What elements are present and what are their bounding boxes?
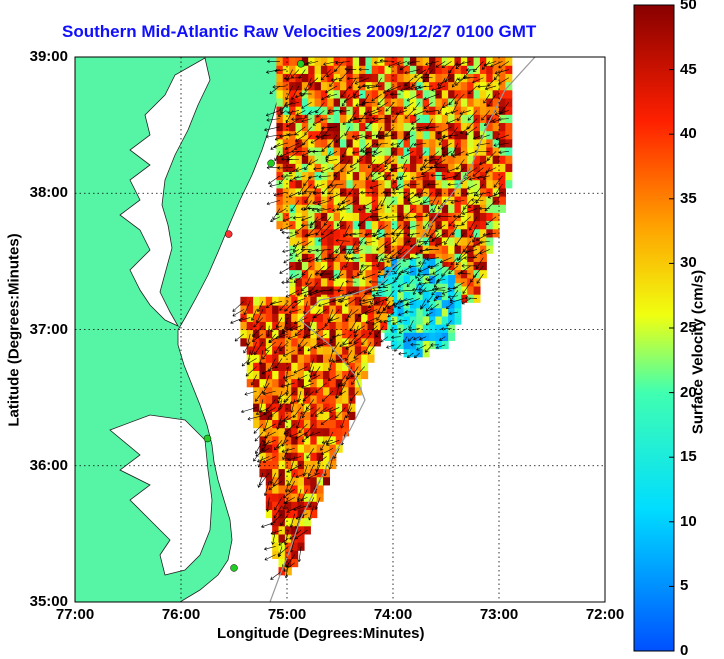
colorbar-label: Surface Velocity (cm/s)	[689, 269, 707, 435]
station-marker	[230, 564, 238, 572]
y-tick-label: 39:00	[29, 48, 68, 65]
colorbar-tick-label: 10	[680, 512, 697, 530]
station-marker	[203, 434, 212, 443]
grid-lines	[75, 57, 605, 602]
chart-title: Southern Mid-Atlantic Raw Velocities 200…	[62, 22, 537, 41]
x-tick-label: 74:00	[373, 606, 413, 623]
station-marker	[224, 230, 233, 238]
colorbar-tick-label: 45	[680, 60, 697, 78]
colorbar-tick-label: 35	[680, 189, 697, 207]
colorbar-tick-label: 50	[680, 0, 697, 13]
y-tick-label: 35:00	[29, 593, 68, 610]
colorbar-tick-label: 20	[680, 383, 697, 401]
colorbar-tick-label: 25	[680, 319, 697, 336]
y-axis-label: Latitude (Degrees:Minutes)	[5, 233, 23, 427]
colorbar-tick-label: 40	[680, 125, 697, 143]
x-tick-label: 77:00	[55, 606, 95, 623]
bathymetry-contour	[269, 57, 536, 602]
pamlico-sound	[109, 414, 213, 576]
x-tick-label: 75:00	[267, 606, 307, 623]
colorbar-tick-label: 30	[680, 254, 697, 272]
x-axis-label: Longitude (Degrees:Minutes)	[217, 625, 425, 642]
station-marker	[297, 60, 305, 68]
colorbar-tick-label: 0	[680, 642, 689, 659]
chesapeake-bay	[119, 57, 211, 327]
colorbar	[633, 4, 675, 652]
axes-frame	[74, 56, 606, 603]
colorbar-tick-label: 5	[680, 577, 689, 595]
y-tick-label: 36:00	[29, 456, 68, 474]
x-tick-label: 72:00	[585, 606, 625, 623]
y-tick-label: 37:00	[29, 320, 68, 338]
colorbar-tick-label: 15	[680, 448, 697, 466]
y-tick-label: 38:00	[29, 184, 68, 202]
x-tick-label: 76:00	[161, 606, 201, 623]
station-marker	[267, 159, 275, 168]
x-tick-label: 73:00	[479, 606, 519, 623]
